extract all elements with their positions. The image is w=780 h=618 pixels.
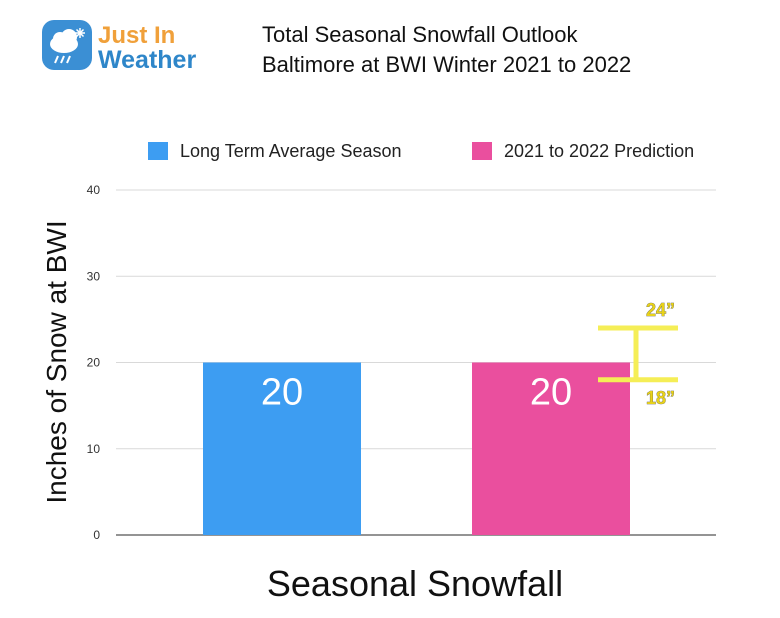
bar [472, 362, 630, 535]
range-high-label: 24” [646, 300, 675, 320]
bars: 20 20 [203, 362, 630, 535]
legend-label: Long Term Average Season [180, 141, 402, 161]
cloud-snow-rain-icon [50, 28, 85, 64]
weather-badge-icon [42, 20, 92, 70]
y-axis-label: Inches of Snow at BWI [41, 220, 72, 503]
y-tick-label: 10 [87, 442, 101, 456]
x-axis-label: Seasonal Snowfall [267, 563, 563, 604]
legend-swatch [148, 142, 168, 160]
just-in-weather-logo: Just In Weather [42, 20, 222, 84]
y-tick-label: 30 [87, 269, 101, 283]
chart-title-line1: Total Seasonal Snowfall Outlook [262, 22, 578, 47]
legend-swatch [472, 142, 492, 160]
y-tick-label: 20 [87, 356, 101, 370]
y-tick-label: 40 [87, 183, 101, 197]
bar-data-label: 20 [261, 372, 303, 414]
range-low-label: 18” [646, 388, 675, 408]
chart-title-line2: Baltimore at BWI Winter 2021 to 2022 [262, 52, 632, 77]
y-tick-label: 0 [93, 528, 100, 542]
prediction-range-annotation: 24” 18” [598, 300, 678, 408]
bar [203, 362, 361, 535]
bar-data-label: 20 [530, 372, 572, 414]
chart-title: Total Seasonal Snowfall Outlook Baltimor… [262, 20, 631, 80]
y-axis-ticks: 0 10 20 30 40 [87, 183, 101, 542]
logo-text-line2: Weather [98, 46, 197, 74]
legend: Long Term Average Season 2021 to 2022 Pre… [148, 141, 694, 161]
legend-label: 2021 to 2022 Prediction [504, 141, 694, 161]
logo-text-line1: Just In [98, 22, 176, 49]
